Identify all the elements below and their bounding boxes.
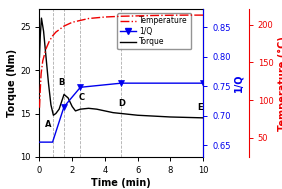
Y-axis label: Torque (Nm): Torque (Nm) (7, 49, 17, 117)
Text: B: B (58, 78, 65, 87)
Y-axis label: Temperature (°C): Temperature (°C) (278, 36, 282, 131)
X-axis label: Time (min): Time (min) (91, 178, 151, 188)
Legend: Temperature, 1/Q, Torque: Temperature, 1/Q, Torque (117, 13, 191, 50)
Text: C: C (79, 93, 85, 102)
Text: E: E (197, 103, 203, 112)
Text: D: D (118, 99, 125, 108)
Text: A: A (45, 120, 52, 129)
Y-axis label: 1/Q: 1/Q (233, 74, 243, 92)
